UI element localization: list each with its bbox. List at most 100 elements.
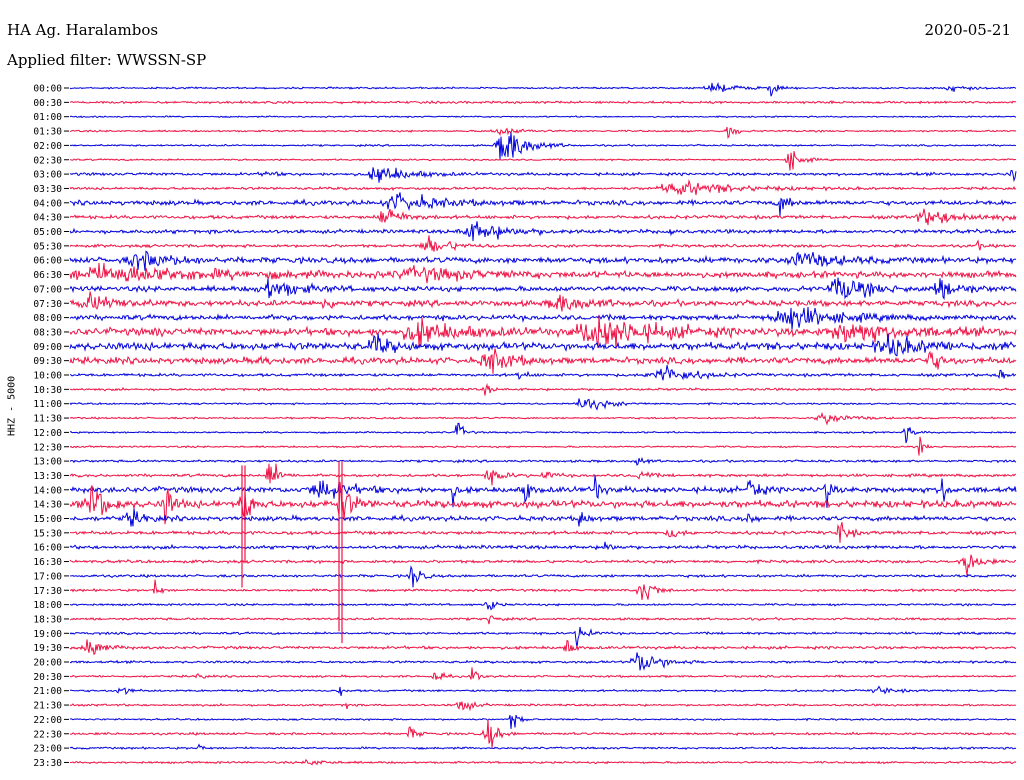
seismic-trace-0900: [69, 333, 1017, 357]
row-time-label: 05:30: [33, 241, 62, 252]
row-time-label: 22:30: [33, 729, 62, 740]
filter-label: Applied filter: WWSSN-SP: [7, 51, 207, 69]
seismic-trace-0000: [69, 81, 1017, 97]
row-time-label: 01:00: [33, 112, 62, 123]
row-time-label: 09:00: [33, 342, 62, 353]
seismic-trace-1300: [69, 456, 1017, 466]
row-time-label: 07:30: [33, 299, 62, 310]
seismic-trace-2300: [69, 743, 1017, 751]
seismic-trace-1730: [69, 579, 1017, 600]
seismic-trace-1430: [69, 481, 1017, 525]
row-time-label: 01:30: [33, 127, 62, 138]
row-time-label: 15:30: [33, 528, 62, 539]
row-time-label: 16:30: [33, 557, 62, 568]
row-time-label: 14:00: [33, 485, 62, 496]
seismic-trace-1700: [69, 565, 1017, 588]
station-title: HA Ag. Haralambos: [7, 21, 159, 39]
row-time-label: 11:30: [33, 414, 62, 425]
row-time-label: 17:30: [33, 586, 62, 597]
row-time-label: 13:00: [33, 457, 62, 468]
seismic-trace-1400: [69, 475, 1017, 508]
row-time-label: 00:00: [33, 84, 62, 95]
row-time-label: 03:00: [33, 170, 62, 181]
row-time-label: 15:00: [33, 514, 62, 525]
row-time-label: 19:00: [33, 629, 62, 640]
seismic-trace-2230: [69, 719, 1017, 748]
row-time-label: 16:00: [33, 543, 62, 554]
seismic-trace-0200: [69, 132, 1017, 160]
seismic-trace-0400: [69, 192, 1017, 217]
row-time-label: 13:30: [33, 471, 62, 482]
row-time-label: 06:00: [33, 256, 62, 267]
row-time-label: 20:00: [33, 658, 62, 669]
row-time-label: 12:30: [33, 442, 62, 453]
seismic-trace-1600: [69, 541, 1017, 551]
seismic-trace-1100: [69, 398, 1017, 411]
seismic-trace-1200: [69, 422, 1017, 444]
seismic-trace-1230: [69, 436, 1017, 456]
row-time-label: 19:30: [33, 643, 62, 654]
seismic-trace-0500: [69, 221, 1017, 242]
row-time-label: 05:00: [33, 227, 62, 238]
seismic-trace-0430: [69, 208, 1017, 226]
row-time-label: 02:00: [33, 141, 62, 152]
row-time-label: 23:00: [33, 744, 62, 755]
row-time-label: 04:30: [33, 213, 62, 224]
seismic-trace-1030: [69, 382, 1017, 396]
row-time-label: 17:00: [33, 571, 62, 582]
row-time-label: 03:30: [33, 184, 62, 195]
seismic-trace-1830: [69, 615, 1017, 625]
seismic-trace-2030: [69, 667, 1017, 681]
seismic-trace-1530: [69, 521, 1017, 543]
seismic-trace-2330: [69, 758, 1017, 766]
row-time-label: 21:00: [33, 686, 62, 697]
row-time-label: 22:00: [33, 715, 62, 726]
date-label: 2020-05-21: [924, 21, 1011, 39]
seismic-trace-1330: [69, 463, 1017, 486]
seismic-trace-0300: [69, 167, 1017, 183]
row-time-label: 00:30: [33, 98, 62, 109]
seismic-trace-2000: [69, 652, 1017, 671]
row-time-label: 10:00: [33, 371, 62, 382]
seismic-trace-1900: [69, 626, 1017, 648]
seismic-trace-1130: [69, 411, 1017, 426]
row-time-label: 08:00: [33, 313, 62, 324]
row-time-label: 20:30: [33, 672, 62, 683]
seismic-trace-2100: [69, 685, 1017, 697]
seismic-trace-0800: [69, 306, 1017, 331]
seismic-trace-1000: [69, 365, 1017, 381]
row-time-label: 18:30: [33, 614, 62, 625]
seismic-trace-1500: [69, 508, 1017, 527]
row-time-label: 04:00: [33, 198, 62, 209]
seismic-trace-2130: [69, 700, 1017, 712]
row-time-label: 10:30: [33, 385, 62, 396]
seismic-trace-0100: [69, 115, 1017, 119]
row-time-label: 06:30: [33, 270, 62, 281]
seismic-trace-0930: [69, 348, 1017, 374]
seismic-trace-1930: [69, 639, 1017, 656]
row-time-label: 11:00: [33, 399, 62, 410]
row-time-label: 23:30: [33, 758, 62, 769]
row-time-label: 09:30: [33, 356, 62, 367]
row-time-label: 14:30: [33, 500, 62, 511]
row-time-label: 07:00: [33, 284, 62, 295]
seismic-trace-0030: [69, 99, 1017, 105]
seismic-trace-0630: [69, 262, 1017, 284]
row-time-label: 18:00: [33, 600, 62, 611]
seismic-trace-0700: [69, 277, 1017, 301]
seismic-trace-0600: [69, 250, 1017, 271]
seismic-trace-0530: [69, 235, 1016, 252]
seismic-trace-0130: [69, 126, 1017, 139]
seismic-trace-1630: [69, 554, 1017, 576]
row-time-label: 02:30: [33, 155, 62, 166]
seismic-trace-0330: [69, 179, 1017, 196]
row-time-label: 12:00: [33, 428, 62, 439]
seismic-trace-0730: [69, 291, 1017, 312]
row-time-label: 08:30: [33, 327, 62, 338]
row-time-label: 21:30: [33, 701, 62, 712]
seismic-trace-2200: [69, 714, 1017, 729]
seismic-trace-0230: [69, 151, 1017, 171]
seismic-trace-0830: [69, 315, 1017, 350]
seismic-trace-1800: [69, 601, 1017, 611]
